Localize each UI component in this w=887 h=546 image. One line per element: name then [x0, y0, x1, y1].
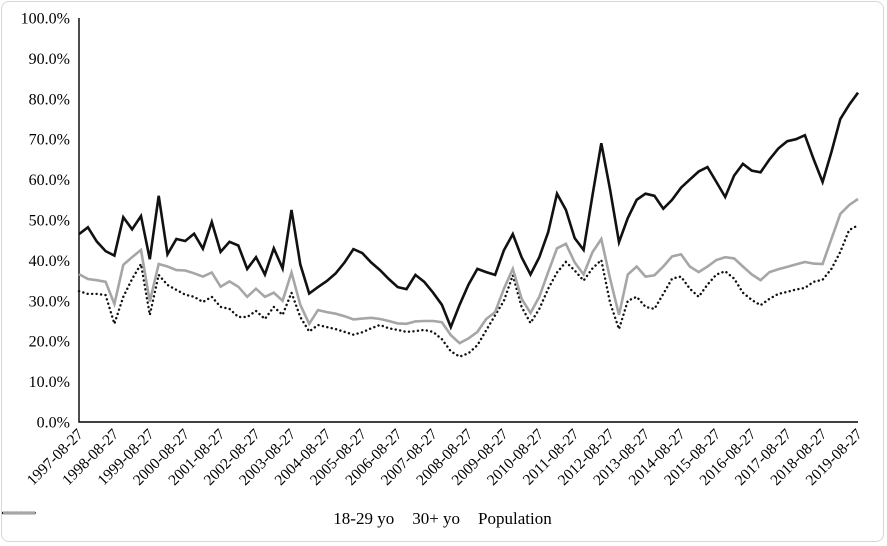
legend-label: 18-29 yo [333, 509, 395, 528]
y-axis-tick-label: 30.0% [29, 293, 70, 310]
y-axis-tick-label: 50.0% [29, 213, 70, 230]
y-axis-tick-label: 100.0% [21, 11, 70, 28]
y-axis-tick-label: 80.0% [29, 91, 70, 108]
y-axis-tick-label: 10.0% [29, 374, 70, 391]
series-line-30-yo [77, 224, 860, 358]
legend-label: 30+ yo [412, 509, 461, 528]
y-axis-tick-label: 20.0% [29, 334, 70, 351]
series-line-18-29-yo [78, 91, 860, 331]
series-line-population [78, 197, 859, 345]
y-axis-tick-label: 60.0% [29, 172, 70, 189]
axes [78, 18, 858, 423]
chart-legend: 18-29 yo 30+ yo Population [2, 510, 883, 527]
y-axis-tick-label: 90.0% [29, 51, 70, 68]
legend-item-18-29-yo: 18-29 yo [3, 509, 395, 528]
legend-item-population: Population [3, 509, 552, 528]
legend-line-sample [3, 511, 35, 515]
y-axis-tick-label: 70.0% [29, 132, 70, 149]
legend-item-30-yo: 30+ yo [2, 509, 461, 528]
y-axis-tick-label: 0.0% [37, 415, 70, 432]
y-axis-tick-label: 40.0% [29, 253, 70, 270]
legend-label: Population [478, 509, 552, 528]
